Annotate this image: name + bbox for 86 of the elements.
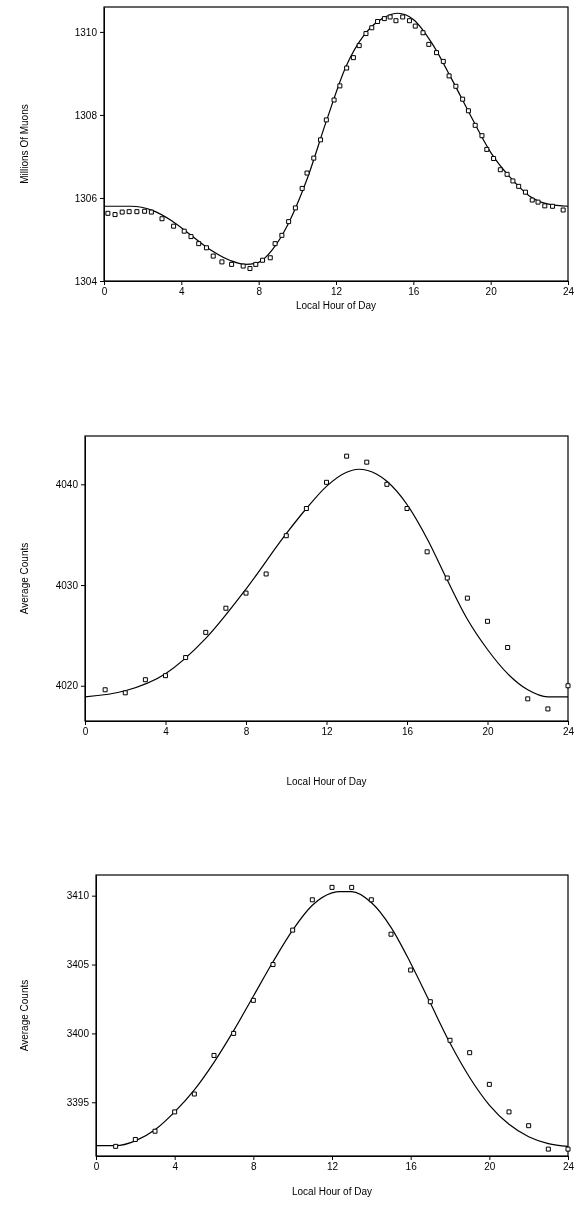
point bbox=[303, 506, 309, 512]
point bbox=[132, 1136, 138, 1142]
y-axis-title: Millions Of Muons bbox=[19, 104, 30, 184]
point bbox=[113, 1143, 119, 1149]
x-tick-label: 16 bbox=[405, 1161, 418, 1173]
x-tick-label: 24 bbox=[562, 1161, 575, 1173]
y-tick-label: 3395 bbox=[66, 1096, 90, 1108]
x-tick-label: 0 bbox=[82, 726, 89, 738]
point bbox=[122, 690, 128, 696]
point bbox=[424, 549, 430, 555]
y-tick-label: 1308 bbox=[74, 109, 98, 121]
point bbox=[388, 931, 394, 937]
point bbox=[223, 605, 229, 611]
point bbox=[163, 673, 168, 679]
point bbox=[486, 1081, 492, 1087]
x-tick-label: 8 bbox=[256, 286, 263, 298]
point bbox=[324, 479, 329, 485]
point bbox=[183, 655, 189, 661]
point bbox=[309, 897, 315, 903]
x-tick-label: 0 bbox=[101, 286, 108, 298]
point bbox=[427, 999, 433, 1005]
x-axis-title: Local Hour of Day bbox=[286, 776, 367, 787]
point bbox=[191, 1091, 197, 1097]
point bbox=[506, 1109, 512, 1115]
point bbox=[408, 967, 414, 973]
point bbox=[545, 706, 551, 712]
point bbox=[447, 1037, 453, 1043]
point bbox=[270, 962, 276, 968]
point bbox=[142, 677, 148, 683]
point bbox=[505, 644, 511, 650]
point bbox=[565, 1146, 571, 1152]
x-tick-label: 20 bbox=[484, 1161, 496, 1173]
point bbox=[404, 506, 410, 512]
point bbox=[485, 618, 490, 624]
point bbox=[152, 1128, 158, 1134]
y-tick-label: 4030 bbox=[55, 579, 79, 591]
point bbox=[263, 571, 269, 577]
y-tick-label: 3405 bbox=[66, 959, 90, 971]
point bbox=[102, 687, 108, 693]
x-tick-label: 20 bbox=[485, 286, 498, 298]
y-tick-label: 1310 bbox=[74, 26, 98, 38]
y-tick-label: 3410 bbox=[66, 890, 90, 902]
x-tick-label: 12 bbox=[330, 286, 343, 298]
y-axis-title: Average Counts bbox=[19, 979, 30, 1052]
x-tick-label: 12 bbox=[326, 1161, 339, 1173]
y-tick-label: 3400 bbox=[66, 1028, 90, 1040]
x-tick-label: 16 bbox=[401, 726, 414, 738]
y-tick-label: 4020 bbox=[55, 680, 79, 692]
point bbox=[467, 1050, 473, 1056]
point bbox=[349, 884, 355, 890]
x-axis-title: Local Hour of Day bbox=[291, 1186, 373, 1197]
y-axis-title: Average Counts bbox=[19, 542, 30, 615]
y-tick-label: 1306 bbox=[74, 192, 98, 204]
y-tick-label: 4040 bbox=[55, 479, 79, 491]
x-tick-label: 8 bbox=[251, 1161, 258, 1173]
point bbox=[172, 1109, 178, 1115]
point bbox=[203, 629, 209, 635]
point bbox=[444, 575, 450, 581]
point bbox=[243, 590, 249, 596]
x-tick-label: 0 bbox=[93, 1161, 100, 1173]
point bbox=[526, 1123, 532, 1129]
y-tick-label: 1304 bbox=[74, 275, 98, 287]
point bbox=[545, 1146, 551, 1152]
point bbox=[329, 884, 335, 890]
x-tick-label: 20 bbox=[482, 726, 494, 738]
point bbox=[283, 533, 289, 539]
point bbox=[464, 595, 470, 601]
point bbox=[211, 1052, 217, 1058]
point bbox=[384, 481, 390, 487]
x-tick-label: 4 bbox=[172, 1161, 179, 1173]
point bbox=[231, 1030, 237, 1036]
x-tick-label: 24 bbox=[562, 286, 575, 298]
point bbox=[565, 683, 571, 689]
x-tick-label: 4 bbox=[163, 726, 170, 738]
point bbox=[368, 897, 374, 903]
x-tick-label: 4 bbox=[179, 286, 186, 298]
point bbox=[344, 453, 350, 459]
point bbox=[525, 696, 531, 702]
x-tick-label: 12 bbox=[321, 726, 333, 738]
point bbox=[364, 459, 370, 465]
x-axis-title: Local Hour of Day bbox=[295, 300, 377, 311]
point bbox=[250, 997, 256, 1003]
x-tick-label: 8 bbox=[243, 726, 250, 738]
x-tick-label: 24 bbox=[562, 726, 575, 738]
x-tick-label: 16 bbox=[408, 286, 420, 298]
point bbox=[290, 927, 296, 933]
